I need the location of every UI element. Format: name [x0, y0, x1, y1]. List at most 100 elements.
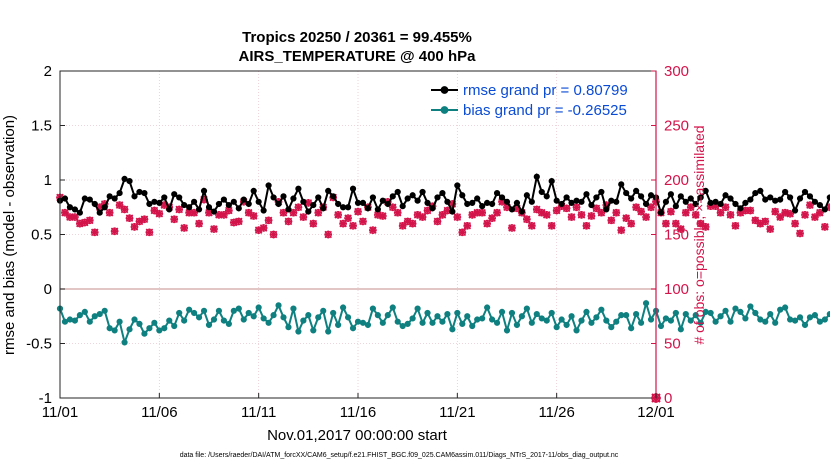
obs-assimilated-point [761, 217, 770, 226]
bias-point [101, 307, 108, 314]
bias-point [335, 321, 342, 329]
bias-point [146, 325, 153, 332]
rmse-point [379, 197, 386, 204]
obs-assimilated-point [125, 214, 134, 222]
obs-assimilated-point [110, 227, 119, 236]
bias-point [369, 305, 376, 312]
obs-assimilated-point [453, 213, 462, 221]
chart-title: Tropics 20250 / 20361 = 99.455% [242, 29, 472, 46]
rmse-point [662, 198, 670, 205]
bias-point [71, 317, 79, 324]
rmse-point [106, 193, 113, 200]
obs-assimilated-point [463, 221, 472, 230]
obs-assimilated-point [66, 213, 74, 221]
obs-assimilated-point [185, 208, 193, 217]
obs-assimilated-point [523, 215, 531, 224]
bias-point [578, 317, 585, 324]
rmse-point [508, 206, 516, 213]
obs-assimilated-point [781, 208, 789, 217]
obs-assimilated-point [259, 224, 268, 232]
bias-point [255, 304, 262, 311]
rmse-point [325, 187, 332, 194]
obs-assimilated-point [150, 206, 159, 215]
bias-point [796, 314, 804, 321]
bias-point [195, 314, 203, 321]
rmse-point [568, 199, 575, 206]
rmse-point [439, 189, 446, 197]
data-file-footnote: data file: /Users/raeder/DAI/ATM_forcXX/… [180, 452, 619, 459]
bias-point [538, 315, 545, 322]
obs-assimilated-point [95, 203, 104, 212]
rmse-point [369, 194, 376, 201]
obs-assimilated-point [801, 211, 809, 219]
obs-assimilated-point [175, 205, 184, 214]
bias-point [558, 316, 565, 323]
obs-assimilated-point [458, 228, 467, 237]
obs-assimilated-point [696, 219, 705, 228]
y-tick-label-left: -1 [39, 390, 52, 407]
obs-assimilated-point [80, 218, 89, 227]
bias-point [270, 312, 277, 319]
bias-point [454, 309, 461, 317]
obs-assimilated-point [731, 221, 740, 230]
rmse-point [647, 192, 655, 199]
obs-assimilated-point [378, 212, 387, 220]
rmse-point [205, 204, 213, 211]
rmse-point [374, 206, 381, 213]
obs-assimilated-point [334, 211, 342, 219]
rmse-point [752, 189, 759, 197]
y-tick-label-right: 100 [664, 281, 689, 298]
bias-point [608, 324, 615, 331]
rmse-point [717, 200, 724, 208]
rmse-point [493, 189, 501, 197]
bias-point [116, 318, 123, 325]
obs-assimilated-point [314, 208, 323, 217]
obs-assimilated-point [76, 219, 84, 228]
bias-point [310, 327, 317, 334]
bias-point [344, 314, 352, 321]
rmse-point [96, 209, 103, 216]
rmse-point [424, 199, 431, 206]
bias-point [186, 306, 193, 313]
bias-point [131, 316, 138, 323]
obs-assimilated-point [562, 204, 571, 213]
obs-assimilated-point [210, 225, 218, 233]
rmse-point [479, 203, 486, 210]
bias-point [86, 318, 93, 325]
bias-point [548, 309, 555, 317]
bias-point [354, 318, 362, 325]
bias-point [444, 310, 451, 318]
rmse-point [429, 205, 436, 212]
rmse-point [697, 194, 704, 201]
obs-assimilated-point [190, 208, 198, 217]
rmse-point [598, 188, 605, 196]
obs-assimilated-point [254, 226, 263, 234]
bias-point [801, 321, 809, 329]
rmse-point [91, 200, 98, 208]
rmse-point [742, 199, 749, 206]
y-tick-label-right: 250 [664, 118, 689, 135]
obs-count-series [56, 193, 830, 403]
obs-assimilated-point [170, 215, 179, 224]
bias-point [623, 312, 630, 319]
rmse-point [791, 207, 799, 214]
obs-assimilated-point [478, 208, 487, 217]
bias-point [265, 319, 272, 326]
obs-assimilated-point [592, 204, 601, 213]
rmse-point [359, 199, 367, 206]
rmse-point [156, 199, 163, 206]
rmse-point [777, 196, 784, 203]
rmse-point [136, 188, 143, 196]
obs-assimilated-point [234, 217, 243, 226]
rmse-point [608, 197, 615, 204]
obs-assimilated-point [145, 228, 154, 237]
rmse-point [782, 188, 789, 196]
y-tick-label-right: 0 [664, 390, 672, 407]
rmse-point [707, 199, 714, 206]
rmse-point [181, 201, 188, 209]
obs-assimilated-point [816, 208, 824, 217]
bias-point [638, 319, 645, 326]
bias-point [791, 317, 799, 324]
bias-point [593, 314, 600, 321]
obs-assimilated-point [711, 202, 720, 210]
